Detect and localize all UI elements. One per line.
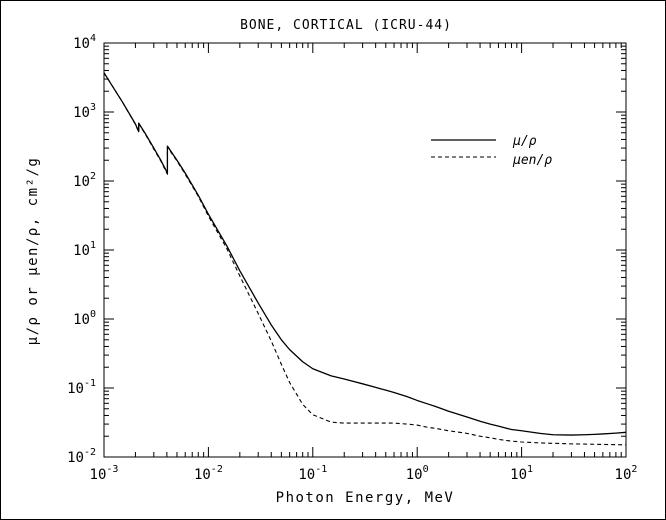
y-tick-label: 101	[73, 240, 96, 259]
y-tick-label: 100	[73, 309, 96, 328]
y-tick-label: 104	[73, 33, 96, 52]
x-tick-label: 100	[406, 464, 429, 483]
chart-title: BONE, CORTICAL (ICRU-44)	[240, 18, 452, 33]
x-tick-label: 101	[510, 464, 533, 483]
series-line-mu-rho	[103, 72, 627, 436]
legend-label-mu-rho: μ/ρ	[512, 134, 537, 149]
y-axis-ticks: 10-2 10-1 100 101 102 103 104	[67, 33, 626, 466]
y-axis-label: μ/ρ or μen/ρ, cm²/g	[25, 157, 41, 346]
x-tick-label: 10-1	[298, 464, 327, 483]
y-tick-label: 102	[73, 171, 96, 190]
y-tick-label: 103	[73, 102, 96, 121]
y-tick-label: 10-2	[67, 447, 96, 466]
plot-area-frame	[103, 42, 627, 458]
legend: μ/ρ μen/ρ	[431, 134, 552, 168]
x-tick-label: 102	[615, 464, 638, 483]
x-axis-ticks: 10-3 10-2 10-1 100 101 102	[90, 43, 638, 483]
series-layer	[103, 72, 627, 446]
y-tick-label: 10-1	[67, 378, 96, 397]
x-tick-label: 10-3	[90, 464, 119, 483]
x-axis-label: Photon Energy, MeV	[276, 490, 455, 506]
x-tick-label: 10-2	[194, 464, 223, 483]
series-line-mu-en-rho	[103, 72, 627, 446]
legend-label-mu-en-rho: μen/ρ	[512, 153, 552, 168]
